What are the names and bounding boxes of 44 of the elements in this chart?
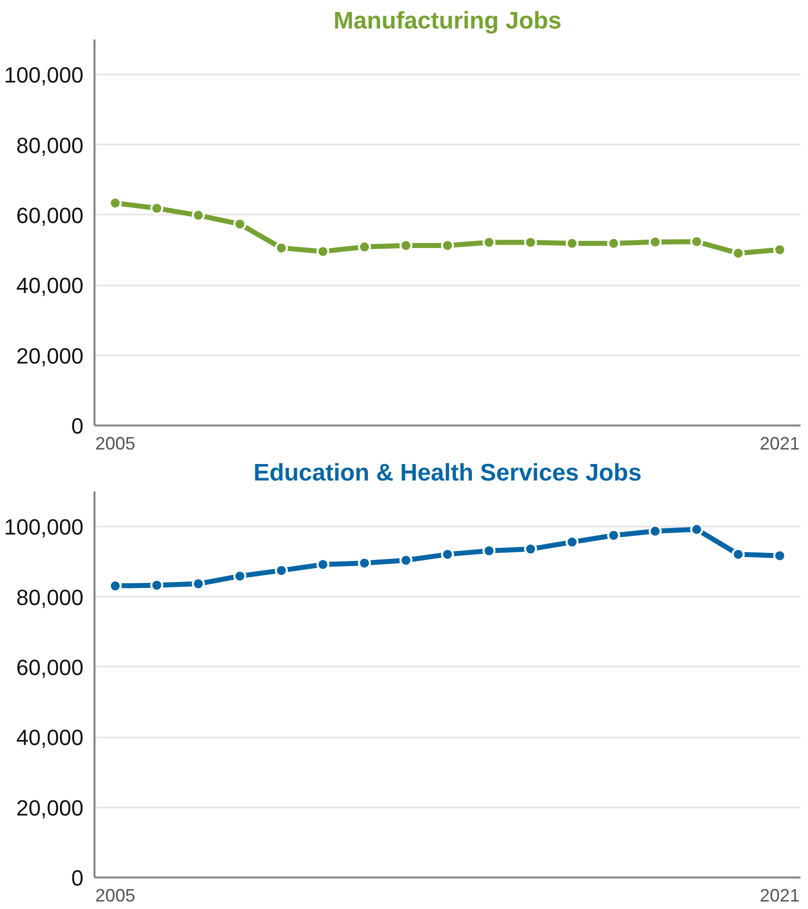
y-tick-label: 100,000 (4, 514, 84, 540)
y-tick-label: 40,000 (16, 273, 84, 298)
point (150, 578, 164, 592)
x-tick-label: 2005 (95, 886, 136, 906)
point (690, 235, 704, 248)
y-tick-label: 20,000 (16, 343, 84, 368)
point (607, 528, 620, 542)
point (690, 522, 704, 536)
point (108, 579, 122, 592)
point (773, 243, 786, 256)
point (150, 202, 164, 215)
point (732, 548, 745, 561)
x-tick-label: 2021 (760, 886, 800, 906)
point (192, 577, 205, 590)
point (524, 236, 538, 249)
y-tick-label: 20,000 (16, 795, 84, 820)
chart-title: Education & Health Services Jobs (253, 460, 642, 486)
point (441, 548, 454, 561)
point (607, 236, 620, 250)
y-tick-label: 40,000 (16, 725, 84, 750)
y-tick-label: 80,000 (16, 132, 84, 158)
point (566, 236, 579, 250)
y-tick-label: 0 (71, 414, 84, 438)
point (233, 218, 246, 231)
point (732, 246, 745, 260)
y-tick-label: 60,000 (16, 654, 84, 680)
x-tick-label: 2005 (95, 434, 136, 454)
point (773, 549, 786, 562)
y-tick-label: 80,000 (16, 584, 84, 610)
y-tick-label: 60,000 (16, 202, 84, 228)
point (358, 240, 371, 254)
point (482, 544, 496, 558)
y-tick-label: 100,000 (4, 62, 84, 88)
point (358, 556, 371, 570)
y-tick-label: 0 (71, 866, 84, 890)
point (316, 558, 330, 571)
point (233, 570, 246, 583)
point (648, 524, 662, 538)
point (192, 208, 205, 222)
point (482, 236, 496, 249)
chart-title: Manufacturing Jobs (333, 8, 562, 34)
point (274, 241, 288, 254)
point (399, 554, 412, 567)
x-tick-label: 2021 (760, 434, 800, 454)
